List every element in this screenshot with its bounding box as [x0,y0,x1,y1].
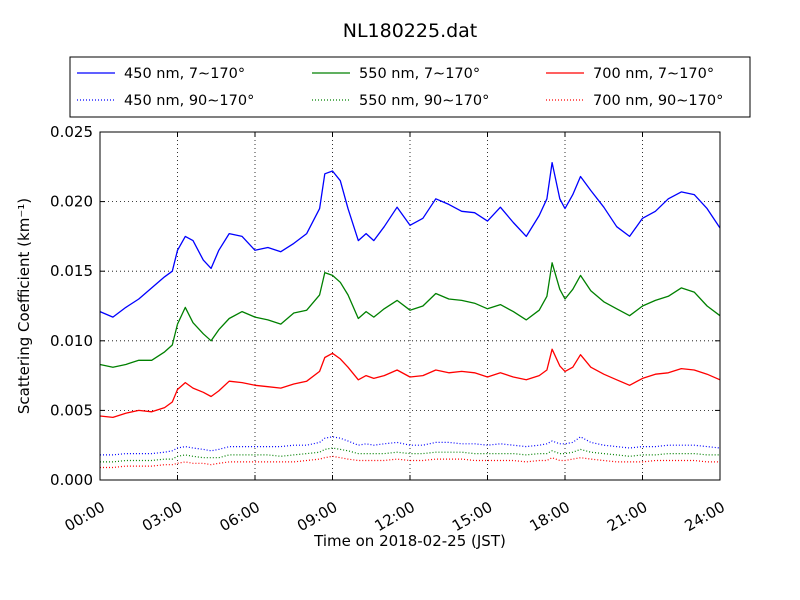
series-line [100,455,720,469]
y-tick-label: 0.020 [50,193,93,211]
plot-background [100,132,720,480]
legend-frame [69,56,751,118]
y-axis-label: Scattering Coefficient (km⁻¹) [15,198,33,414]
gridlines [100,132,720,480]
legend-label: 700 nm, 90∼170° [593,93,723,109]
series-line [100,436,721,456]
series-line [100,447,720,463]
legend-label: 550 nm, 7∼170° [359,66,480,82]
y-tick-label: 0.010 [50,332,93,350]
chart-title: NL180225.dat [343,20,478,42]
plot-area: 00:00 03:00 06:00 09:00 12:00 15:00 18:00 21:00… [50,123,728,535]
legend-label: 450 nm, 90∼170° [124,93,254,109]
series-line [99,161,721,318]
legend-label: 450 nm, 7∼170° [124,66,245,82]
y-tick-label: 0.000 [50,471,93,489]
y-tick-label: 0.005 [50,401,93,419]
y-tick-label: 0.015 [50,262,93,280]
series-line [99,262,721,368]
y-tick-label: 0.025 [50,123,93,141]
series-layer [99,161,721,469]
legend: 450 nm, 7∼170° 550 nm, 7∼170° 700 nm, 7∼17… [69,56,751,118]
series-line [99,348,721,419]
x-axis-label: Time on 2018-02-25 (JST) [313,532,506,550]
legend-label: 550 nm, 90∼170° [359,93,489,109]
legend-label: 700 nm, 7∼170° [593,66,714,82]
